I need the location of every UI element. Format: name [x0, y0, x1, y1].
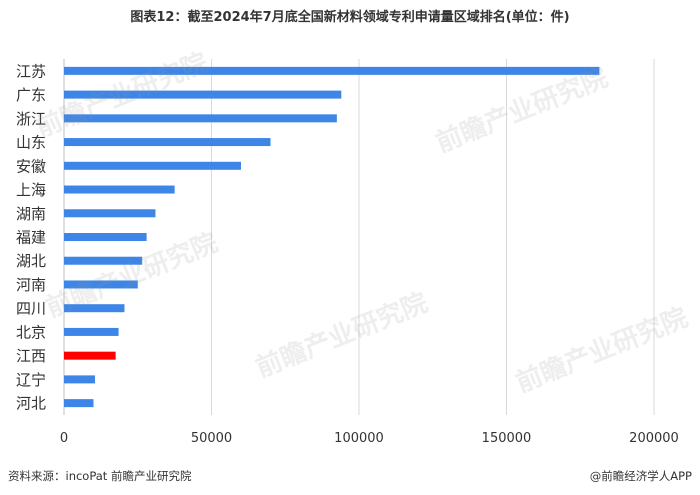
bar	[64, 185, 175, 194]
category-label: 辽宁	[16, 371, 46, 389]
category-label: 广东	[16, 86, 46, 104]
bar	[64, 114, 337, 123]
category-label: 浙江	[16, 110, 46, 128]
category-label: 湖北	[16, 252, 46, 270]
bar	[64, 138, 271, 147]
category-label: 河北	[16, 395, 46, 413]
bar	[64, 280, 138, 289]
category-label: 江西	[16, 347, 46, 365]
bar	[64, 304, 125, 313]
category-label: 上海	[16, 181, 46, 199]
x-tick-label: 100000	[334, 431, 384, 446]
bar	[64, 90, 342, 99]
category-label: 湖南	[16, 205, 46, 223]
category-label: 四川	[16, 300, 46, 318]
bar	[64, 66, 600, 75]
category-label: 江苏	[16, 62, 46, 80]
bar	[64, 233, 147, 241]
x-tick-label: 50000	[191, 431, 232, 446]
category-label: 河南	[16, 276, 46, 294]
bar	[64, 256, 143, 265]
source-note: 资料来源：incoPat 前瞻产业研究院	[8, 469, 192, 483]
category-label: 北京	[16, 323, 46, 341]
category-label: 山东	[16, 134, 46, 152]
category-label: 福建	[16, 229, 46, 247]
chart-title: 图表12：截至2024年7月底全国新材料领域专利申请量区域排名(单位：件)	[130, 10, 570, 25]
x-tick-label: 0	[60, 431, 68, 446]
bar	[64, 399, 94, 408]
bar	[64, 327, 119, 336]
bar	[64, 351, 116, 360]
x-tick-label: 150000	[482, 431, 532, 446]
x-tick-label: 200000	[629, 431, 679, 446]
category-label: 安徽	[16, 157, 46, 175]
credit-note: @前瞻经济学人APP	[589, 469, 692, 483]
bar	[64, 161, 241, 170]
bar	[64, 209, 156, 218]
bar	[64, 375, 95, 384]
